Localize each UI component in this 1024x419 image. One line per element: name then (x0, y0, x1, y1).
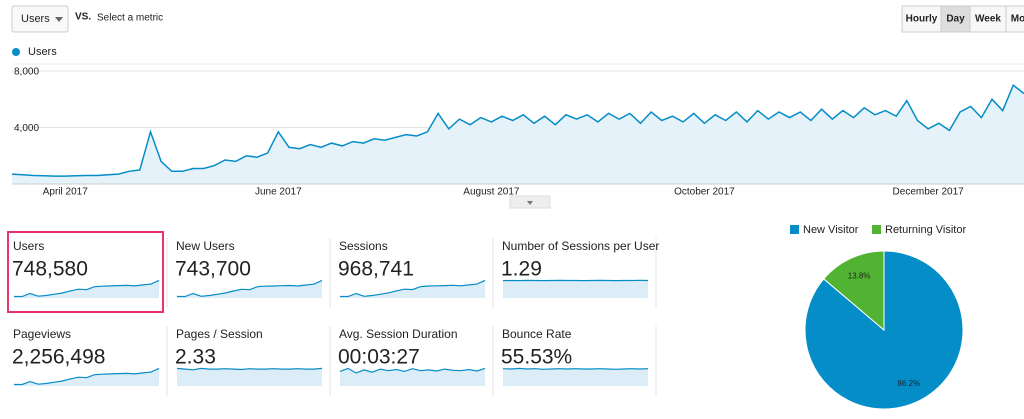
sparkline-area (340, 280, 485, 298)
granularity-button[interactable] (940, 5, 971, 33)
granularity-label: Hourly (906, 14, 938, 25)
metric-value: 968,741 (338, 258, 414, 281)
legend-label: Users (28, 46, 57, 58)
granularity-label: Mo (1011, 14, 1024, 25)
sparkline (177, 279, 323, 298)
sparkline (176, 367, 323, 371)
pie-label: 13.8% (848, 271, 871, 280)
metric-name: Users (13, 239, 44, 253)
pie-slice (823, 250, 885, 332)
sparkline (14, 279, 160, 298)
pie-chart: New Visitor Returning Visitor 86.2% 13.8% (790, 224, 966, 410)
metric-name: Sessions (339, 239, 388, 253)
sparkline-area (14, 280, 159, 298)
metric-value: 55.53% (501, 346, 572, 369)
metric-cards: Users 748,580 New Users 743,700 Sessions 968,… (7, 231, 659, 396)
granularity-button[interactable] (1005, 5, 1024, 33)
y-tick-label: 8,000 (14, 67, 39, 78)
granularity-buttons: Hourly Day Week Mo (901, 5, 1024, 33)
dropdown-arrow (55, 17, 63, 22)
data-line (11, 84, 1024, 177)
metric-value: 2,256,498 (12, 346, 105, 369)
metric-name: Pages / Session (176, 327, 263, 341)
metric-value: 00:03:27 (338, 346, 420, 369)
sparkline (339, 367, 486, 374)
line-chart: 4,000 8,000 April 2017 June 2017 August 2017… (11, 63, 1024, 198)
x-tick-label: December 2017 (893, 187, 965, 198)
x-tick-label: October 2017 (674, 187, 735, 198)
sparkline-area (177, 368, 322, 386)
legend-swatch (790, 225, 799, 234)
pie-label: 86.2% (898, 379, 921, 388)
area-fill (12, 85, 1024, 184)
metric-value: 743,700 (175, 258, 251, 281)
granularity-label: Day (946, 14, 965, 25)
sparkline-area (503, 280, 648, 298)
legend-label: Returning Visitor (885, 224, 966, 236)
legend-label: New Visitor (803, 224, 859, 236)
x-tick-label: April 2017 (43, 187, 88, 198)
granularity-button[interactable] (969, 5, 1007, 33)
y-tick-label: 4,000 (14, 123, 39, 134)
sparkline-area (503, 368, 648, 386)
x-tick-label: August 2017 (463, 187, 520, 198)
metric-value: 1.29 (501, 258, 542, 281)
x-tick-label: June 2017 (255, 187, 302, 198)
sparkline (502, 367, 649, 370)
metric-name: Bounce Rate (502, 327, 572, 341)
legend-dot (12, 48, 20, 56)
metric-name: New Users (176, 239, 235, 253)
sparkline-area (14, 368, 159, 386)
metric-value: 748,580 (12, 258, 88, 281)
metric-name: Pageviews (13, 327, 71, 341)
sparkline (14, 367, 160, 386)
highlight-box (7, 231, 164, 313)
metric-dropdown-label: Users (21, 13, 50, 25)
metric-dropdown[interactable] (11, 5, 69, 33)
collapse-arrow (527, 201, 533, 205)
sparkline-area (177, 280, 322, 298)
select-metric-link[interactable]: Select a metric (97, 13, 163, 24)
vs-label: VS. (75, 12, 91, 23)
sparkline-area (340, 368, 485, 386)
granularity-button[interactable] (901, 5, 942, 33)
granularity-label: Week (975, 14, 1001, 25)
sparkline (340, 279, 486, 298)
metric-value: 2.33 (175, 346, 216, 369)
metric-name: Avg. Session Duration (339, 327, 458, 341)
legend-swatch (872, 225, 881, 234)
metric-name: Number of Sessions per User (502, 239, 659, 253)
